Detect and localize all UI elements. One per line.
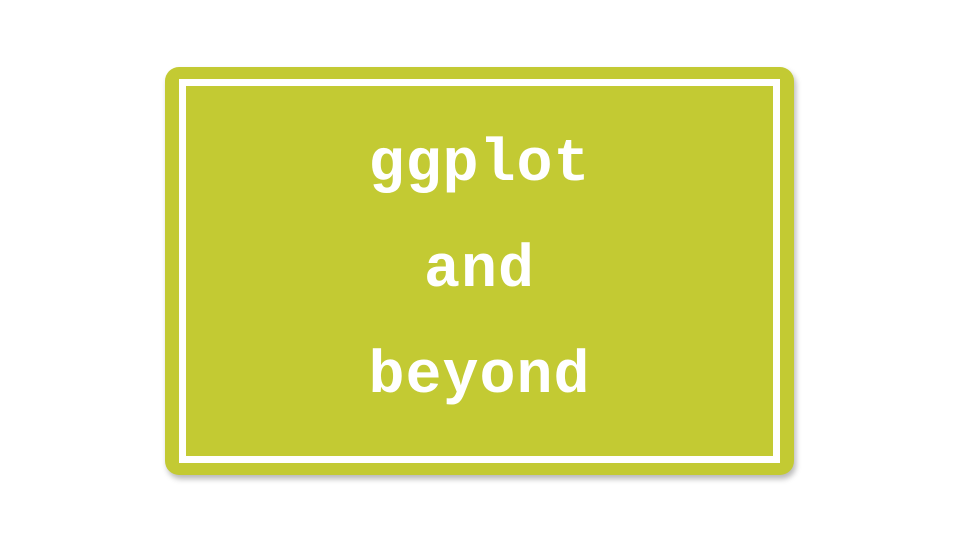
title-line-3: beyond — [368, 343, 591, 411]
title-card: ggplot and beyond — [165, 67, 794, 475]
title-card-frame: ggplot and beyond — [179, 79, 780, 463]
title-line-1: ggplot — [368, 131, 591, 199]
title-line-2: and — [423, 237, 536, 305]
